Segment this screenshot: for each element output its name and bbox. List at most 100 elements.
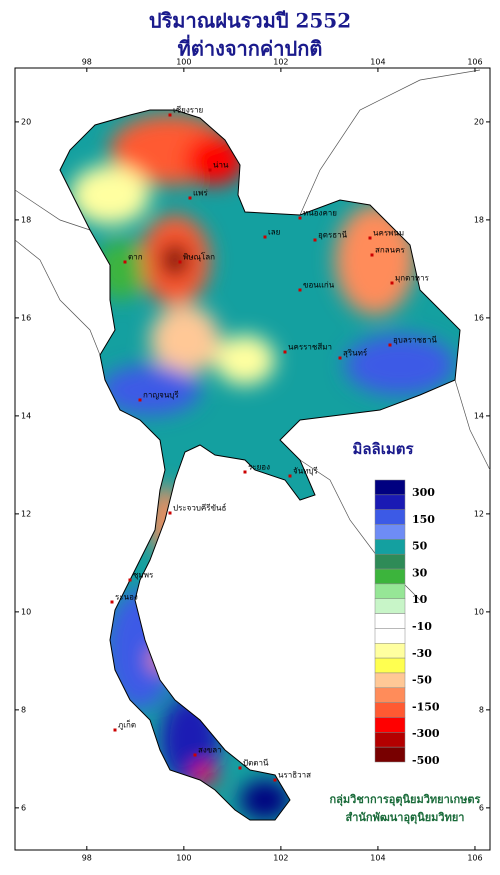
legend-label: 10 [412,593,428,606]
lat-tick-label: 10 [474,607,484,616]
station-label: หนองคาย [303,209,337,218]
lat-tick-label: 14 [21,411,31,420]
legend-label: 30 [412,566,428,579]
station-label: สงขลา [198,746,222,755]
station-label: ระยอง [248,463,270,472]
lat-tick-label: 14 [474,411,484,420]
lon-tick-label: 98 [82,58,92,67]
station-marker [388,343,392,347]
lat-tick-label: 12 [21,509,31,518]
lon-tick-label: 106 [467,58,482,67]
station-marker [123,260,127,264]
lat-tick-label: 12 [474,509,484,518]
station-marker [138,398,142,402]
station-marker [243,470,247,474]
legend-swatch [374,568,406,585]
station-label: แพร่ [193,189,208,198]
legend-swatch [374,717,406,733]
station-label: ปัตตานี [243,759,269,768]
legend-swatch [374,524,406,540]
title: ปริมาณฝนรวมปี 2552 [149,9,351,33]
legend-swatch [374,494,406,510]
station-label: นราธิวาส [278,771,311,780]
neighbor-borders [14,69,491,601]
station-marker [178,260,182,264]
station-marker [193,753,197,757]
legend-swatch [374,702,406,718]
station-marker [110,600,114,604]
station-marker [313,238,317,242]
lat-tick-label: 16 [21,313,31,322]
legend-swatch [374,509,406,525]
station-marker [128,578,132,582]
legend-swatch [374,657,406,674]
credit: กลุ่มวิชาการอุตุนิยมวิทยาเกษตร [330,793,481,807]
station-label: ชุมพร [133,571,154,580]
lat-tick-label: 8 [479,705,484,714]
station-label: จันทบุรี [293,467,319,476]
legend-swatch [374,732,406,748]
station-label: สุรินทร์ [343,348,368,358]
station-marker [238,766,242,770]
legend-label: 150 [412,513,435,526]
station-marker [168,113,172,117]
lat-tick-label: 20 [21,117,31,126]
lat-tick-label: 18 [21,215,31,224]
legend-label: -300 [412,727,440,740]
legend-swatch [374,628,406,644]
legend-swatch [374,583,406,599]
station-marker [288,474,292,478]
station-marker [113,728,117,732]
legend-title: มิลลิเมตร [352,440,414,458]
station-label: เลย [268,228,280,237]
lat-tick-label: 20 [474,117,484,126]
station-label: พิษณุโลก [183,252,215,262]
lat-tick-label: 16 [474,313,484,322]
station-marker [368,236,372,240]
station-marker [188,196,192,200]
legend-label: -500 [412,754,440,767]
station-marker [208,168,212,172]
legend-label: -50 [412,674,432,687]
legend: 300 150 50 30 10 -10 -30 -50 -150 -300 -500 [374,479,440,767]
legend-label: -150 [412,700,440,713]
station-marker [298,288,302,292]
credit: สำนักพัฒนาอุตุนิยมวิทยา [346,811,465,825]
lon-tick-label: 104 [370,58,385,67]
station-marker [338,356,342,360]
station-label: ภูเก็ต [118,720,136,731]
station-marker [283,350,287,354]
lon-tick-label: 106 [467,854,482,863]
station-label: ขอนแก่น [303,281,335,290]
station-marker [168,511,172,515]
station-label: น่าน [213,161,229,170]
station-label: ประจวบคีรีขันธ์ [173,503,227,513]
station-label: นครราชสีมา [288,343,332,352]
legend-swatch [374,539,406,555]
lat-tick-label: 8 [21,705,26,714]
lat-tick-label: 18 [474,215,484,224]
lon-tick-label: 100 [176,58,191,67]
legend-swatch [374,553,406,570]
station-marker [263,235,267,239]
legend-label: 300 [412,486,435,499]
subtitle: ที่ต่างจากค่าปกติ [178,34,323,61]
legend-swatch [374,598,406,614]
legend-swatch [374,746,406,763]
lat-tick-label: 10 [21,607,31,616]
legend-swatch [374,613,406,629]
station-label: กาญจนบุรี [143,391,179,400]
legend-label: -30 [412,647,432,660]
lon-tick-label: 102 [273,854,288,863]
legend-label: -10 [412,620,432,633]
lon-tick-label: 104 [370,854,385,863]
station-label: นครพนม [373,229,404,238]
legend-label: 50 [412,540,428,553]
station-marker [390,281,394,285]
lat-tick-label: 6 [21,803,26,812]
lon-tick-label: 100 [176,854,191,863]
station-label: อุบลราชธานี [393,336,437,345]
station-marker [298,216,302,220]
legend-swatch [374,687,406,703]
